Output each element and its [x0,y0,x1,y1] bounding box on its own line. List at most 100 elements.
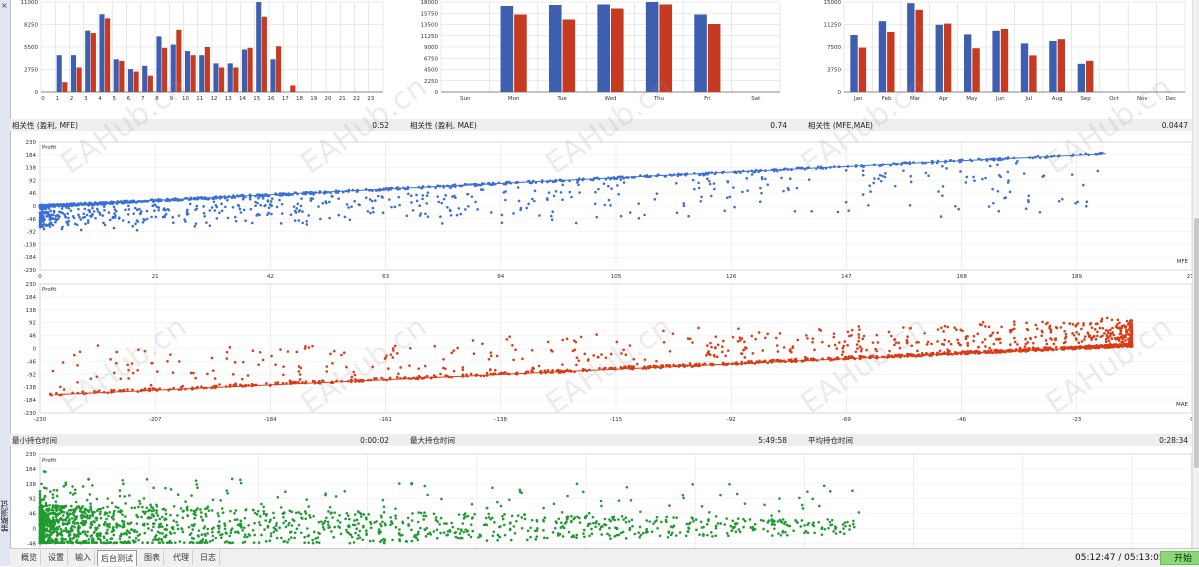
scatter-point [595,333,598,336]
tab-0[interactable]: 概览 [18,550,41,565]
tab-5[interactable]: 代理 [170,550,193,565]
scatter-point [43,228,46,231]
scatter-point [55,518,58,521]
scatter-point [520,516,523,519]
scatter-point [300,513,303,516]
bar-ytick: 0 [435,90,439,96]
scatter-point [108,511,111,514]
scatter-ytick: -138 [24,385,37,391]
scatter-point [150,384,153,387]
scatter-point [544,516,547,519]
scatter-point [193,523,196,526]
scatter-point [637,202,640,205]
scatter-point [1023,172,1026,175]
tab-2[interactable]: 输入 [72,550,95,565]
scatter-point [798,497,801,500]
scatter-point [79,351,82,354]
scatter-point [344,490,347,493]
scatter-point [87,221,90,224]
scatter-point [178,214,181,217]
scatter-point [458,207,461,210]
scatter-point [325,365,328,368]
scatter-point [52,370,55,373]
scatter-point [191,524,194,527]
scatter-point [848,528,851,531]
bar [77,67,82,92]
scatter-point [229,510,232,513]
scatter-point [288,522,291,525]
scatter-point [331,516,334,519]
scatter-point [468,533,471,536]
scatter-point [63,529,66,532]
scatter-point [205,539,208,542]
scatter-point [73,533,76,536]
bar-ytick: 18000 [421,0,439,6]
scatter-point [86,535,89,538]
scatter-point [1075,331,1078,334]
scatter-point [239,479,242,482]
scatter-point [698,187,701,190]
scatter-point [451,195,454,198]
scatter-point [450,522,453,525]
scrollbar-thumb[interactable] [1194,218,1199,468]
scatter-point [211,206,214,209]
scatter-point [783,346,786,349]
scatter-point [842,350,845,353]
scatter-point [695,529,698,532]
scatter-point [1043,174,1046,177]
scatter-point [299,367,302,370]
scatter-ytick: 46 [29,191,36,197]
tab-4[interactable]: 图表 [141,550,164,565]
scatter-point [514,348,517,351]
bar [1078,64,1085,92]
bar [549,5,562,92]
scatter-xtick: -69 [842,417,851,423]
scatter-point [48,504,51,507]
scatter-point [102,542,105,545]
vertical-scrollbar[interactable] [1192,0,1199,548]
scatter-point [796,187,799,190]
scatter-point [493,521,496,524]
scatter-point [112,512,115,515]
scatter-point [378,528,381,531]
scatter-point [778,510,781,513]
scatter-point [708,511,711,514]
scatter-point [626,486,629,489]
scatter-point [79,532,82,535]
scatter-point [394,514,397,517]
scatter-point [1015,348,1018,351]
scatter-point [84,223,87,226]
tab-3[interactable]: 后台测试 [97,550,137,566]
scatter-xtick: 168 [956,274,967,280]
scatter-point [235,220,238,223]
scatter-point [682,494,685,497]
scatter-point [735,530,738,533]
scatter-point [729,196,732,199]
scatter-point [152,513,155,516]
scatter-point [265,540,268,543]
scatter-point [179,540,182,543]
scatter-point [305,220,308,223]
scatter-point [444,194,447,197]
scatter-point [511,344,514,347]
scatter-point [232,541,235,544]
scatter-point [270,355,273,358]
tab-6[interactable]: 日志 [197,550,220,565]
scatter-point [146,506,149,509]
scatter-point [240,482,243,485]
scatter-point [398,204,401,207]
scatter-point [984,338,987,341]
scatter-point [307,535,310,538]
close-icon[interactable]: × [1,2,8,10]
scatter-point [60,533,63,536]
start-button[interactable]: 开始 [1160,551,1199,565]
scatter-point [173,532,176,535]
scatter-point [235,509,238,512]
tab-1[interactable]: 设置 [45,550,68,565]
scatter-point [835,347,838,350]
scatter-point [829,490,832,493]
scatter-point [453,370,456,373]
scatter-point [599,528,602,531]
scatter-point [1091,326,1094,329]
scatter-point [988,347,991,350]
